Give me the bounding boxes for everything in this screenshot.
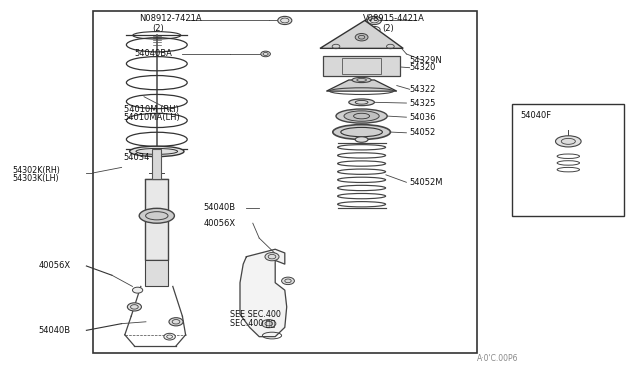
Text: SEE SEC.400: SEE SEC.400 (230, 310, 281, 319)
Text: (2): (2) (152, 24, 164, 33)
Text: 54040B: 54040B (204, 203, 236, 212)
Bar (512, 104, 624, 216)
Ellipse shape (169, 318, 183, 326)
Text: 54325: 54325 (410, 99, 436, 108)
Bar (145, 260, 168, 286)
Ellipse shape (556, 136, 581, 147)
Text: A·0'C.00P6: A·0'C.00P6 (477, 354, 518, 363)
Text: V08915-4421A: V08915-4421A (363, 14, 425, 23)
Bar (152, 149, 161, 179)
Bar (323, 56, 400, 76)
Text: SEC.400 参照: SEC.400 参照 (230, 318, 276, 327)
Text: 54010MA(LH): 54010MA(LH) (124, 113, 180, 122)
Ellipse shape (282, 277, 294, 285)
Text: 54040BA: 54040BA (134, 49, 172, 58)
Ellipse shape (367, 16, 381, 25)
Ellipse shape (127, 303, 141, 311)
Ellipse shape (333, 125, 390, 140)
Bar (145, 179, 168, 260)
Ellipse shape (164, 333, 175, 340)
Ellipse shape (561, 138, 575, 144)
Ellipse shape (261, 51, 270, 57)
Polygon shape (240, 249, 287, 337)
Ellipse shape (352, 77, 371, 83)
Ellipse shape (140, 208, 174, 223)
Text: 54302K(RH): 54302K(RH) (13, 166, 61, 174)
Ellipse shape (130, 146, 184, 157)
Text: 54322: 54322 (410, 85, 436, 94)
Ellipse shape (265, 253, 279, 261)
Text: 54329N: 54329N (410, 56, 442, 65)
Bar (93, 11, 477, 353)
Ellipse shape (355, 137, 368, 142)
Text: 54320: 54320 (410, 63, 436, 72)
Bar (342, 58, 381, 74)
Polygon shape (320, 20, 403, 48)
Ellipse shape (349, 99, 374, 106)
Text: 54052: 54052 (410, 128, 436, 137)
Text: 54034: 54034 (123, 153, 149, 162)
Text: 54052M: 54052M (410, 178, 443, 187)
Text: 54040F: 54040F (520, 111, 552, 120)
Text: 54040B: 54040B (38, 326, 70, 335)
Text: 54010M (RH): 54010M (RH) (124, 105, 179, 114)
Polygon shape (326, 80, 397, 91)
Ellipse shape (278, 16, 292, 25)
Ellipse shape (355, 33, 368, 41)
Ellipse shape (344, 111, 379, 121)
Text: 40056X: 40056X (204, 219, 236, 228)
Text: N08912-7421A: N08912-7421A (140, 14, 202, 23)
Ellipse shape (132, 287, 143, 293)
Ellipse shape (336, 109, 387, 123)
Text: 54036: 54036 (410, 113, 436, 122)
Text: 54303K(LH): 54303K(LH) (13, 174, 60, 183)
Text: 40056X: 40056X (38, 262, 70, 270)
Text: (2): (2) (382, 24, 394, 33)
Ellipse shape (262, 320, 276, 328)
